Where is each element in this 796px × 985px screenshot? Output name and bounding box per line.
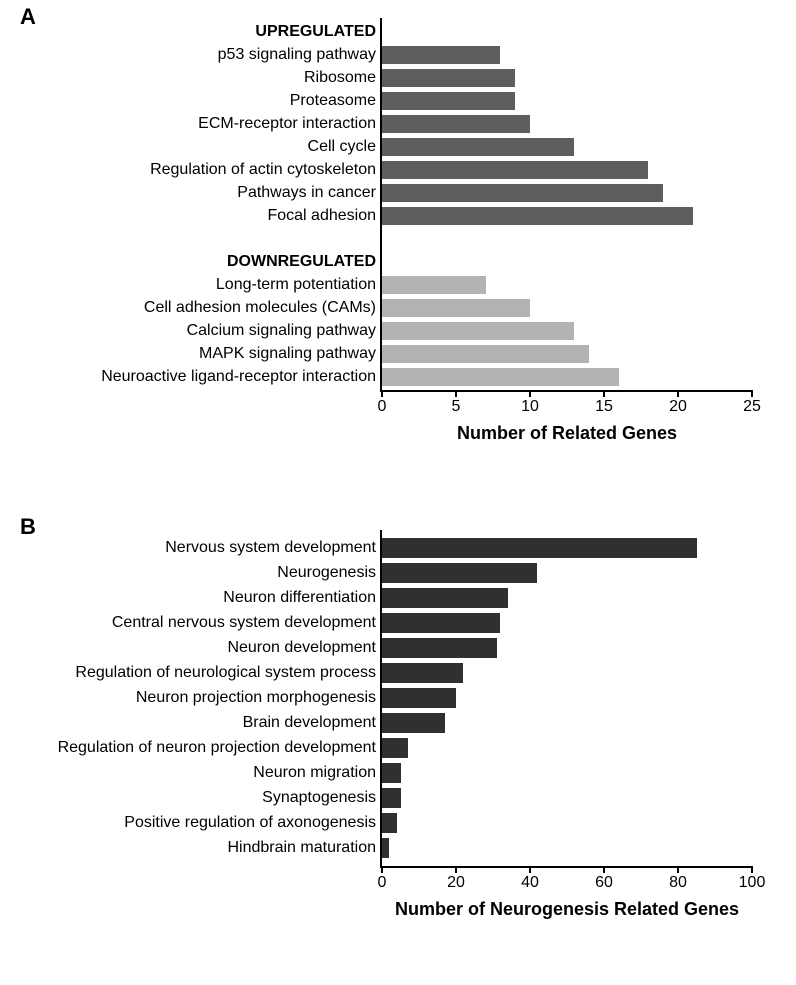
bar [382, 838, 389, 858]
bar [382, 788, 401, 808]
bar [382, 207, 693, 225]
category-label: Neurogenesis [277, 565, 382, 581]
category-label: Brain development [243, 715, 382, 731]
bar [382, 713, 445, 733]
category-label: Cell adhesion molecules (CAMs) [144, 300, 382, 316]
category-label: Focal adhesion [267, 208, 382, 224]
x-tick-label: 0 [378, 390, 387, 415]
bar [382, 276, 486, 294]
category-label: Hindbrain maturation [227, 840, 382, 856]
category-label: Positive regulation of axonogenesis [124, 815, 382, 831]
bar [382, 588, 508, 608]
category-label: Ribosome [304, 70, 382, 86]
category-label: Neuron migration [253, 765, 382, 781]
bar [382, 161, 648, 179]
x-tick-label: 100 [739, 866, 766, 891]
category-header: DOWNREGULATED [227, 254, 382, 270]
x-tick-label: 0 [378, 866, 387, 891]
category-label: MAPK signaling pathway [199, 346, 382, 362]
x-axis-title: Number of Related Genes [457, 424, 677, 442]
category-label: Neuron development [227, 640, 382, 656]
x-tick-label: 5 [452, 390, 461, 415]
category-label: Proteasome [290, 93, 382, 109]
x-axis-title: Number of Neurogenesis Related Genes [395, 900, 739, 918]
x-tick-label: 60 [595, 866, 613, 891]
category-label: Neuroactive ligand-receptor interaction [101, 369, 382, 385]
bar [382, 763, 401, 783]
category-header: UPREGULATED [255, 24, 382, 40]
bar [382, 322, 574, 340]
plot-area: UPREGULATEDp53 signaling pathwayRibosome… [380, 18, 752, 392]
plot-area: Nervous system developmentNeurogenesisNe… [380, 530, 752, 868]
category-label: Regulation of actin cytoskeleton [150, 162, 382, 178]
x-tick-label: 10 [521, 390, 539, 415]
x-tick-label: 20 [669, 390, 687, 415]
bar [382, 368, 619, 386]
category-label: Calcium signaling pathway [187, 323, 382, 339]
x-tick-label: 20 [447, 866, 465, 891]
category-label: Pathways in cancer [237, 185, 382, 201]
bar [382, 92, 515, 110]
category-label: Long-term potentiation [216, 277, 382, 293]
x-tick-label: 25 [743, 390, 761, 415]
bar [382, 69, 515, 87]
bar [382, 184, 663, 202]
category-label: Regulation of neurological system proces… [75, 665, 382, 681]
bar [382, 688, 456, 708]
category-label: ECM-receptor interaction [198, 116, 382, 132]
category-label: Neuron projection morphogenesis [136, 690, 382, 706]
x-tick-label: 80 [669, 866, 687, 891]
category-label: Synaptogenesis [262, 790, 382, 806]
category-label: Nervous system development [165, 540, 382, 556]
bar [382, 299, 530, 317]
bar [382, 46, 500, 64]
category-label: Neuron differentiation [223, 590, 382, 606]
bar [382, 538, 697, 558]
bar [382, 638, 497, 658]
figure-root: A UPREGULATEDp53 signaling pathwayRiboso… [0, 0, 796, 985]
bar [382, 738, 408, 758]
panel-a-label: A [20, 4, 36, 30]
bar [382, 663, 463, 683]
category-label: Regulation of neuron projection developm… [58, 740, 382, 756]
bar [382, 563, 537, 583]
category-label: Central nervous system development [112, 615, 382, 631]
bar [382, 138, 574, 156]
category-label: Cell cycle [308, 139, 382, 155]
x-tick-label: 15 [595, 390, 613, 415]
bar [382, 613, 500, 633]
bar [382, 115, 530, 133]
x-tick-label: 40 [521, 866, 539, 891]
bar [382, 813, 397, 833]
bar [382, 345, 589, 363]
category-label: p53 signaling pathway [218, 47, 382, 63]
panel-b-label: B [20, 514, 36, 540]
